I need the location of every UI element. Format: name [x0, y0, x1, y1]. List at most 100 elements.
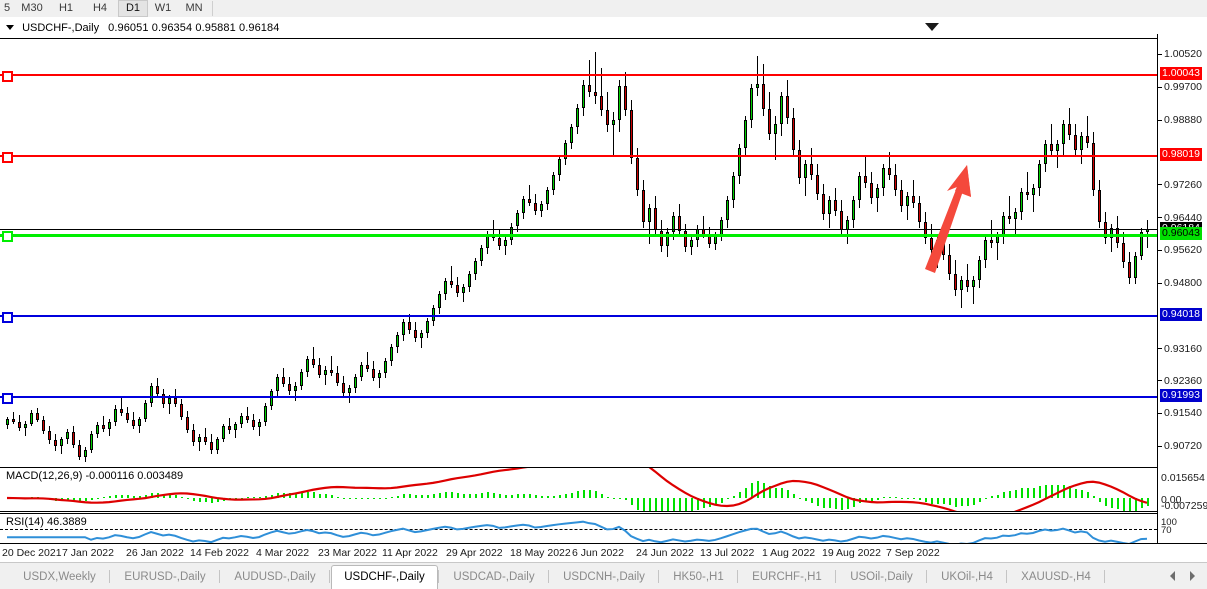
macd-histogram-bar [505, 494, 507, 498]
candle-body [570, 127, 573, 144]
price-badge-current-price-level[interactable]: 0.96043 [1160, 227, 1202, 241]
candle-wick [589, 60, 590, 97]
candle-body [966, 280, 969, 288]
macd-histogram-bar [955, 498, 957, 507]
macd-histogram-bar [535, 495, 537, 498]
candle-body [528, 199, 531, 203]
chart-tab-usdcnh-daily[interactable]: USDCNH-,Daily [563, 571, 645, 583]
candle-body [18, 422, 21, 428]
timeframe-button-h1[interactable]: H1 [58, 2, 74, 14]
candle-body [564, 143, 567, 160]
level-handle-0.96043[interactable] [2, 231, 13, 242]
level-handle-0.91993[interactable] [2, 393, 13, 404]
macd-histogram-bar [913, 498, 915, 499]
caret-down-icon[interactable] [6, 24, 14, 30]
candle-body [162, 394, 165, 405]
tab-separator [835, 570, 836, 583]
candle-body [810, 164, 813, 176]
candle-body [1110, 228, 1113, 238]
candle-body [894, 175, 897, 190]
macd-histogram-bar [643, 498, 645, 511]
price-badge-resistance-level-1[interactable]: 1.00043 [1160, 67, 1202, 81]
chart-tab-usdcad-daily[interactable]: USDCAD-,Daily [453, 571, 535, 583]
arrow-right-icon[interactable] [1190, 571, 1195, 581]
chart-tab-hk50-h1[interactable]: HK50-,H1 [673, 571, 724, 583]
candle-wick [1051, 124, 1052, 157]
chart-tab-eurchf-h1[interactable]: EURCHF-,H1 [752, 571, 822, 583]
price-badge-support-level-2[interactable]: 0.91993 [1160, 389, 1202, 403]
candle-body [42, 419, 45, 432]
candle-body [432, 308, 435, 321]
level-line-0.96043[interactable] [0, 234, 1157, 237]
arrow-left-icon[interactable] [1170, 571, 1175, 581]
candle-wick [349, 384, 350, 404]
candle-wick [121, 397, 122, 417]
candle-wick [1033, 184, 1034, 213]
chart-tab-usdchf-daily[interactable]: USDCHF-,Daily [331, 565, 438, 589]
candle-body [594, 92, 597, 97]
timeframe-button-h4[interactable]: H4 [92, 2, 108, 14]
price-tick-0.99700: 0.99700 [1158, 81, 1207, 93]
price-scale[interactable]: 1.00520 0.99700 0.98880 0.97260 0.96440 0.956… [1157, 34, 1207, 564]
candle-wick [1111, 224, 1112, 253]
macd-histogram-bar [1093, 496, 1095, 498]
price-pane[interactable] [0, 38, 1157, 462]
timeframe-button-m30[interactable]: M30 [21, 2, 43, 14]
candle-body [642, 189, 645, 222]
level-line-0.94018[interactable] [0, 315, 1157, 317]
level-line-0.96184[interactable] [0, 229, 1157, 230]
price-badge-support-level-1[interactable]: 0.94018 [1160, 308, 1202, 322]
candle-body [624, 85, 627, 110]
date-tick-label: 18 May 2022 [510, 547, 571, 559]
chart-tab-usdx-weekly[interactable]: USDX,Weekly [23, 571, 96, 583]
candle-body [234, 424, 237, 431]
chart-tab-usoil-daily[interactable]: USOil-,Daily [850, 571, 913, 583]
macd-histogram-bar [259, 497, 261, 498]
macd-histogram-bar [469, 494, 471, 498]
chart-tab-audusd-daily[interactable]: AUDUSD-,Daily [234, 571, 316, 583]
macd-histogram-bar [841, 498, 843, 510]
candle-body [354, 376, 357, 389]
candle-wick [25, 420, 26, 436]
level-line-0.91993[interactable] [0, 396, 1157, 398]
candle-body [828, 200, 831, 214]
timeframe-button-mn[interactable]: MN [185, 2, 203, 14]
macd-histogram-bar [1021, 488, 1023, 498]
chart-tab-ukoil-h4[interactable]: UKOil-,H4 [941, 571, 993, 583]
candle-body [48, 431, 51, 440]
candle-body [156, 385, 159, 395]
chart-tab-eurusd-daily[interactable]: EURUSD-,Daily [124, 571, 206, 583]
price-badge-resistance-level-2[interactable]: 0.98019 [1160, 148, 1202, 162]
macd-histogram-bar [91, 498, 93, 500]
level-handle-1.00043[interactable] [2, 71, 13, 82]
macd-histogram-bar [79, 498, 81, 502]
macd-histogram-bar [739, 491, 741, 498]
level-handle-0.98019[interactable] [2, 152, 13, 163]
timeframe-button-d1[interactable]: D1 [118, 0, 148, 17]
candle-body [540, 204, 543, 212]
level-line-0.98019[interactable] [0, 155, 1157, 157]
candle-wick [247, 407, 248, 424]
macd-pane[interactable]: MACD(12,26,9) -0.000116 0.003489 [0, 467, 1157, 512]
candle-body [1074, 135, 1077, 150]
candle-body [888, 168, 891, 176]
timeframe-button-5[interactable]: 5 [3, 2, 11, 14]
candle-body [582, 84, 585, 109]
candle-body [450, 280, 453, 285]
chart-tab-xauusd-h4[interactable]: XAUUSD-,H4 [1021, 571, 1091, 583]
candle-wick [961, 276, 962, 309]
macd-histogram-bar [1081, 489, 1083, 498]
candle-body [216, 439, 219, 451]
timeframe-button-w1[interactable]: W1 [154, 2, 172, 14]
macd-histogram-bar [1033, 487, 1035, 498]
candle-wick [529, 184, 530, 206]
level-handle-0.94018[interactable] [2, 312, 13, 323]
level-line-1.00043[interactable] [0, 74, 1157, 76]
candle-wick [847, 216, 848, 245]
candle-wick [805, 160, 806, 197]
macd-histogram-bar [595, 491, 597, 498]
triangle-down-icon[interactable] [925, 23, 939, 31]
candle-wick [811, 148, 812, 181]
price-tick-0.98880: 0.98880 [1158, 114, 1207, 126]
macd-histogram-bar [667, 498, 669, 511]
